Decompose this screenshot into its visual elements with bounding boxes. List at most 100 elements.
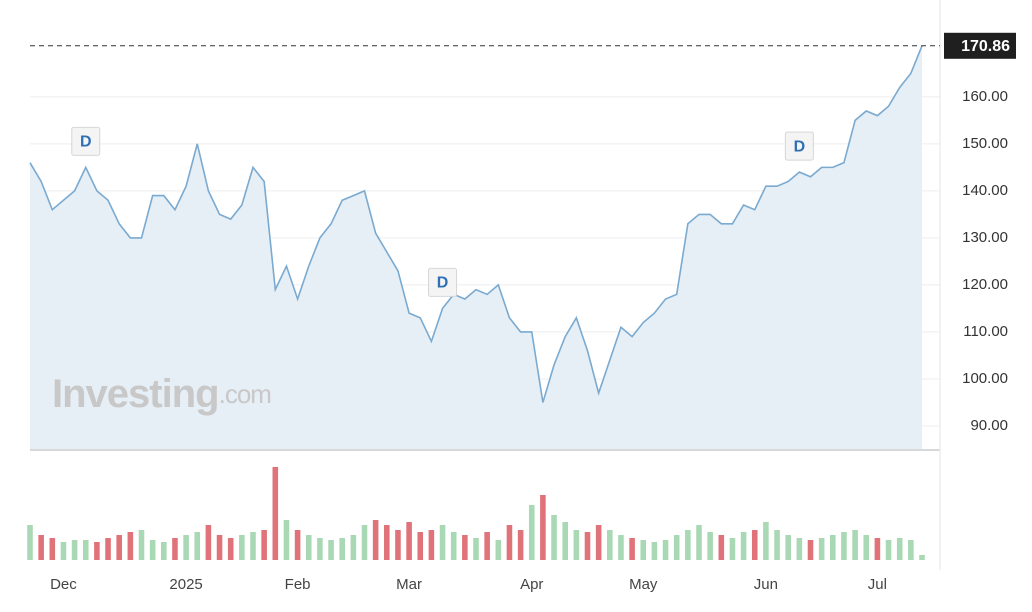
volume-bar: [216, 535, 223, 560]
volume-bar: [272, 467, 279, 560]
x-tick-label: Jun: [754, 576, 778, 593]
volume-bar: [774, 530, 780, 560]
volume-bar: [484, 532, 490, 560]
volume-bar: [305, 535, 312, 560]
volume-bar: [584, 532, 591, 560]
last-price-box: [944, 32, 1016, 59]
volume-bar: [685, 530, 691, 560]
watermark: Investing.com: [52, 372, 271, 416]
y-tick-label: 90.00: [970, 417, 1008, 434]
volume-bar: [562, 522, 568, 560]
volume-bar: [250, 532, 256, 560]
marker-box: [428, 267, 458, 297]
marker-box: [71, 126, 101, 156]
x-tick-label: 2025: [169, 576, 202, 593]
volume-bar: [796, 538, 803, 560]
marker-label: D: [437, 275, 449, 292]
volume-bar: [662, 540, 669, 560]
volume-bar: [763, 522, 769, 560]
volume-bar: [707, 532, 713, 560]
volume-bar: [60, 542, 67, 560]
line: [29, 45, 923, 403]
volume-bar: [450, 532, 457, 560]
volume-bar: [339, 538, 345, 560]
volume-bar: [428, 530, 435, 560]
volume-bar: [328, 540, 334, 560]
x-tick-label: Apr: [520, 576, 543, 593]
volume-bar: [506, 525, 513, 560]
volume-bar: [517, 530, 524, 560]
volume-bar: [395, 530, 401, 560]
last-price-label: 170.86: [961, 38, 1010, 55]
volume-bar: [205, 525, 212, 560]
volume-bar: [729, 538, 736, 560]
volume-bar: [807, 540, 814, 560]
y-tick-label: 130.00: [962, 229, 1008, 246]
volume-bar: [417, 532, 424, 560]
volume-bar: [830, 535, 836, 560]
volume-bar: [640, 540, 647, 560]
volume-bar: [127, 532, 134, 560]
volume-bar: [361, 525, 368, 560]
volume-bar: [149, 540, 156, 560]
volume-bar: [294, 530, 301, 560]
volume-bar: [852, 530, 858, 560]
volume-bar: [629, 538, 635, 560]
volume-bar: [38, 535, 44, 560]
volume-bar: [138, 530, 145, 560]
marker-box: [784, 131, 814, 161]
volume-bar: [261, 530, 267, 560]
volume-bar: [896, 538, 903, 560]
volume-bar: [874, 538, 881, 560]
volume-bar: [718, 535, 725, 560]
volume-bar: [406, 522, 412, 560]
volume-bar: [551, 515, 557, 560]
volume-bar: [239, 535, 245, 560]
volume-bar: [372, 520, 379, 560]
marker-label: D: [80, 134, 92, 151]
volume-bar: [919, 555, 925, 560]
volume-bar: [495, 540, 502, 560]
volume-bar: [194, 532, 201, 560]
volume-bar: [82, 540, 89, 560]
marker-label: D: [794, 138, 806, 155]
volume-bar: [607, 530, 613, 560]
volume-bar: [161, 542, 167, 560]
volume-bar: [116, 535, 122, 560]
volume-bar: [696, 525, 702, 560]
y-tick-label: 100.00: [962, 370, 1008, 387]
y-tick-label: 140.00: [962, 182, 1008, 199]
volume-bar: [49, 538, 56, 560]
watermark-brand: Investing: [52, 372, 219, 416]
x-tick-label: Feb: [285, 576, 311, 593]
volume-bar: [751, 530, 758, 560]
volume-bar: [172, 538, 178, 560]
volume-bar: [818, 538, 825, 560]
volume-bar: [384, 525, 390, 560]
volume-bar: [462, 535, 468, 560]
volume-bar: [473, 538, 479, 560]
x-tick-label: Mar: [396, 576, 422, 593]
volume-bar: [27, 525, 33, 560]
volume-bar: [651, 542, 658, 560]
volume-bar: [317, 538, 323, 560]
x-tick-label: May: [629, 576, 658, 593]
y-tick-label: 150.00: [962, 135, 1008, 152]
watermark-suffix: .com: [219, 379, 271, 409]
volume-bar: [673, 535, 680, 560]
y-tick-label: 120.00: [962, 276, 1008, 293]
x-tick-label: Dec: [50, 576, 77, 593]
volume-bar: [528, 505, 535, 560]
volume-bar: [105, 538, 111, 560]
volume-bar: [618, 535, 624, 560]
x-tick-label: Jul: [868, 576, 887, 593]
volume-bar: [227, 538, 234, 560]
y-tick-label: 160.00: [962, 88, 1008, 105]
volume-bar: [573, 530, 580, 560]
volume-bar: [183, 535, 189, 560]
volume-bar: [885, 540, 892, 560]
volume-bar: [283, 520, 290, 560]
volume-bar: [595, 525, 602, 560]
volume-bar: [908, 540, 914, 560]
